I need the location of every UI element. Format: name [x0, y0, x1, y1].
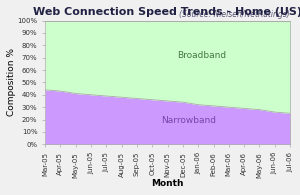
Text: Narrowband: Narrowband [161, 116, 216, 125]
Text: Broadband: Broadband [177, 51, 226, 60]
Title: Web Connection Speed Trends - Home (US): Web Connection Speed Trends - Home (US) [33, 7, 300, 17]
Text: (Source: Nielsen/NetRatings): (Source: Nielsen/NetRatings) [179, 10, 290, 19]
Y-axis label: Composition %: Composition % [7, 48, 16, 116]
X-axis label: Month: Month [151, 179, 184, 188]
